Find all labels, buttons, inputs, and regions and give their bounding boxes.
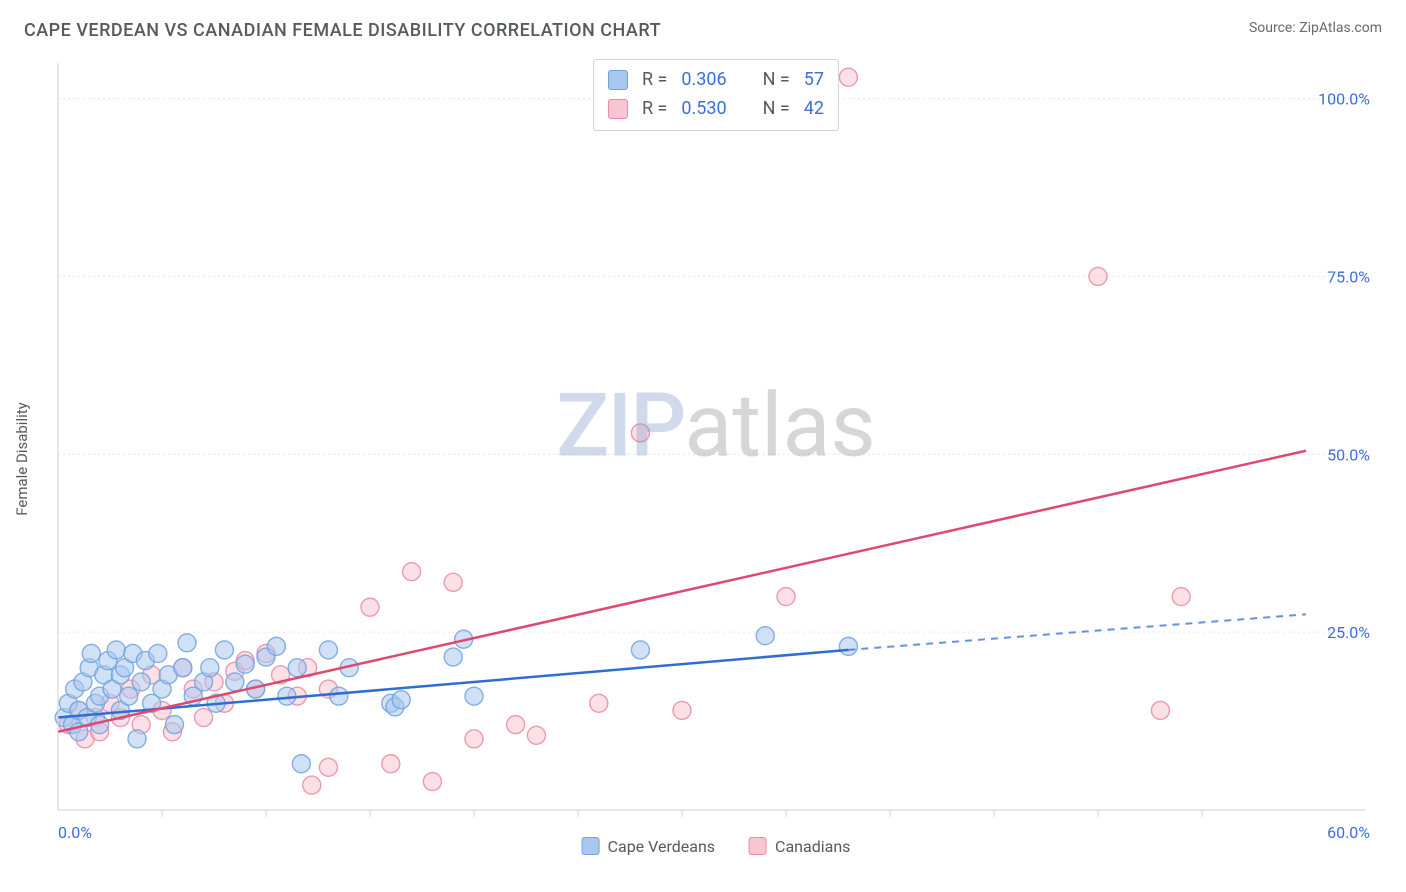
- legend-item-canadians: Canadians: [749, 837, 850, 856]
- svg-text:60.0%: 60.0%: [1327, 823, 1370, 842]
- swatch-canadians: [608, 99, 628, 119]
- n-value-b: 42: [804, 95, 824, 124]
- y-axis-label: Female Disability: [13, 402, 31, 516]
- chart-title: CAPE VERDEAN VS CANADIAN FEMALE DISABILI…: [24, 20, 661, 41]
- stats-row-b: R = 0.530 N = 42: [608, 95, 824, 124]
- series-legend: Cape Verdeans Canadians: [582, 837, 851, 856]
- chart-area: Female Disability 25.0%50.0%75.0%100.0%0…: [50, 55, 1382, 862]
- svg-text:75.0%: 75.0%: [1327, 267, 1370, 286]
- legend-item-cape-verdeans: Cape Verdeans: [582, 837, 715, 856]
- legend-label-a: Cape Verdeans: [608, 837, 715, 856]
- r-label: R =: [642, 66, 667, 95]
- svg-text:25.0%: 25.0%: [1327, 623, 1370, 642]
- swatch-cape-verdeans: [608, 70, 628, 90]
- n-label: N =: [763, 66, 790, 95]
- legend-label-b: Canadians: [775, 837, 850, 856]
- legend-swatch-canadians: [749, 837, 767, 855]
- source-label: Source: ZipAtlas.com: [1249, 20, 1382, 36]
- legend-swatch-cape-verdeans: [582, 837, 600, 855]
- r-label: R =: [642, 95, 667, 124]
- svg-text:0.0%: 0.0%: [58, 823, 92, 842]
- chart-header: CAPE VERDEAN VS CANADIAN FEMALE DISABILI…: [0, 0, 1406, 49]
- svg-text:50.0%: 50.0%: [1327, 445, 1370, 464]
- n-value-a: 57: [804, 66, 824, 95]
- n-label: N =: [763, 95, 790, 124]
- r-value-b: 0.530: [681, 95, 726, 124]
- scatter-plot: 25.0% 50.0% 75.0% 100.0% 0.0% 60.0%: [50, 55, 1382, 862]
- r-value-a: 0.306: [681, 66, 726, 95]
- correlation-stats-box: R = 0.306 N = 57 R = 0.530 N = 42: [593, 59, 839, 131]
- svg-text:100.0%: 100.0%: [1318, 90, 1370, 109]
- stats-row-a: R = 0.306 N = 57: [608, 66, 824, 95]
